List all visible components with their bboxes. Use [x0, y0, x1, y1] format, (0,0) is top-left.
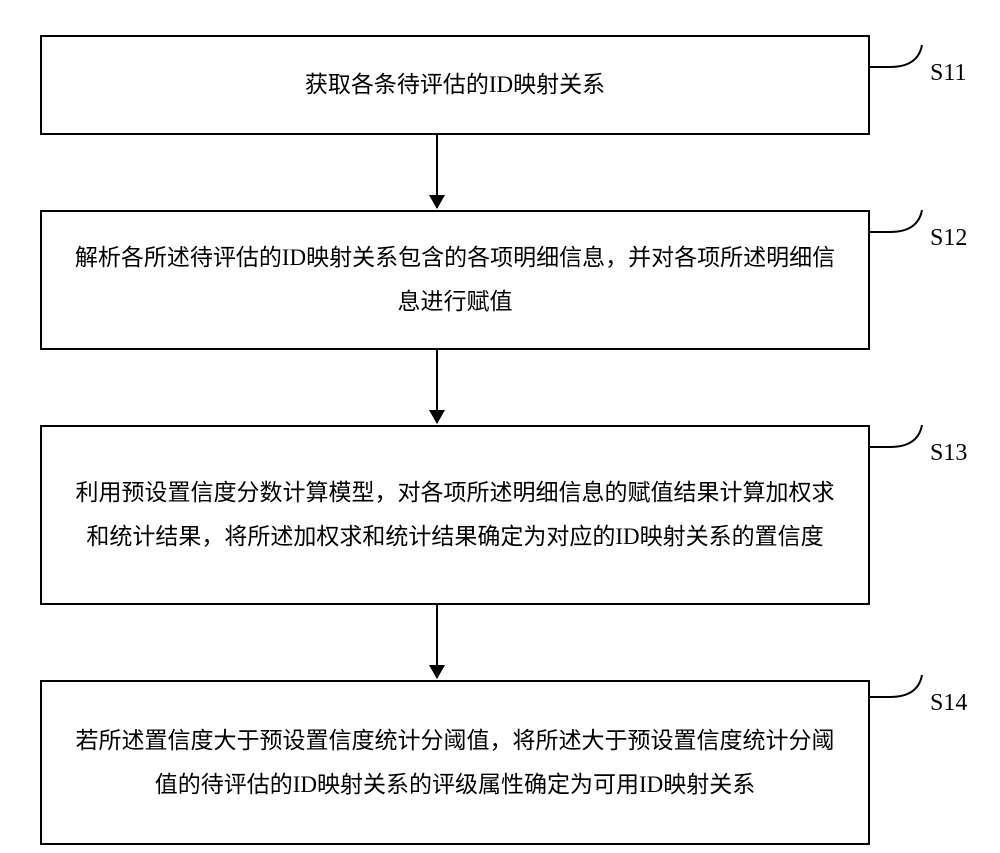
connector-s13 [870, 425, 930, 475]
step-box-s14: 若所述置信度大于预设置信度统计分阈值，将所述大于预设置信度统计分阈值的待评估的I… [40, 680, 870, 845]
flowchart-container: 获取各条待评估的ID映射关系 S11 解析各所述待评估的ID映射关系包含的各项明… [0, 0, 1000, 853]
arrow-s13-s14 [436, 605, 438, 678]
connector-s14 [870, 675, 930, 725]
step-text-s12: 解析各所述待评估的ID映射关系包含的各项明细信息，并对各项所述明细信息进行赋值 [72, 236, 838, 323]
step-text-s13: 利用预设置信度分数计算模型，对各项所述明细信息的赋值结果计算加权求和统计结果，将… [72, 471, 838, 558]
step-label-s13: S13 [930, 440, 967, 467]
step-text-s14: 若所述置信度大于预设置信度统计分阈值，将所述大于预设置信度统计分阈值的待评估的I… [72, 719, 838, 806]
step-box-s13: 利用预设置信度分数计算模型，对各项所述明细信息的赋值结果计算加权求和统计结果，将… [40, 425, 870, 605]
step-box-s11: 获取各条待评估的ID映射关系 [40, 35, 870, 135]
arrow-s11-s12 [436, 135, 438, 208]
step-label-s12: S12 [930, 225, 967, 252]
arrow-s12-s13 [436, 350, 438, 423]
connector-s12 [870, 210, 930, 260]
step-label-s11: S11 [930, 60, 966, 87]
connector-s11 [870, 45, 930, 95]
step-label-s14: S14 [930, 690, 967, 717]
step-box-s12: 解析各所述待评估的ID映射关系包含的各项明细信息，并对各项所述明细信息进行赋值 [40, 210, 870, 350]
step-text-s11: 获取各条待评估的ID映射关系 [305, 63, 605, 107]
